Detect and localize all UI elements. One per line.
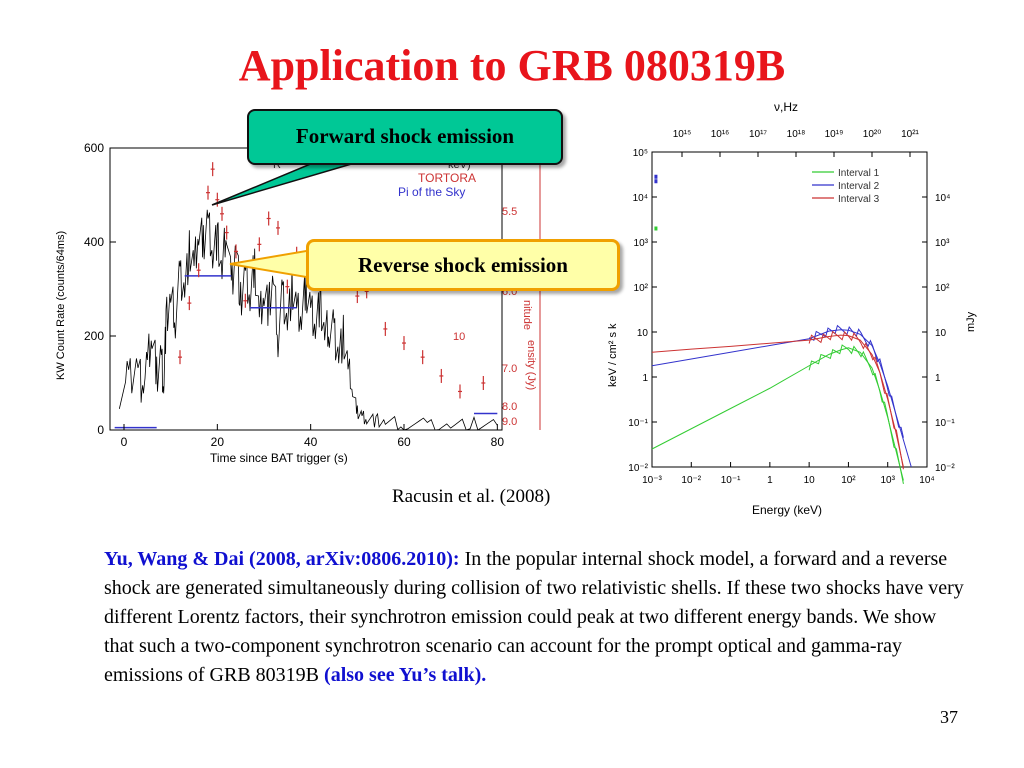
- sed-y-tick-label: 10³: [634, 238, 649, 249]
- sed-series-line: [651, 334, 904, 468]
- body-see-talk: (also see Yu’s talk).: [324, 664, 487, 686]
- sed-plot-frame: [651, 151, 928, 468]
- sed-right-tick-label: 1: [935, 373, 941, 384]
- reverse-shock-callout: Reverse shock emission: [306, 239, 620, 291]
- sed-y-tick-label: 10²: [634, 283, 649, 294]
- sed-optical-point: [654, 179, 658, 184]
- sed-x-tick-label: 10⁻²: [681, 475, 701, 486]
- spectral-energy-chart: ν,Hz 10⁻³ 10⁻² 10⁻¹ 1 10 10² 10³ 10⁴10⁻²10⁻¹110…: [607, 100, 977, 517]
- x-tick-label: 20: [211, 435, 225, 449]
- sed-y-tick-label: 10⁴: [633, 193, 648, 204]
- sed-y-tick-label: 10⁻¹: [628, 418, 648, 429]
- y-tick-label: 0: [97, 423, 104, 437]
- sed-top-tick-label: 10¹⁹: [825, 129, 844, 140]
- body-main-text: In the popular internal shock model, a f…: [104, 548, 964, 686]
- sed-optical-point: [654, 226, 658, 231]
- sed-right-axis-label: mJy: [965, 311, 977, 332]
- y-axis-label: KW Count Rate (counts/64ms): [55, 231, 67, 380]
- sed-x-tick-label: 10: [804, 475, 816, 486]
- x-tick-label: 80: [491, 435, 505, 449]
- sed-top-tick-label: 10²⁰: [863, 129, 881, 140]
- sed-y-tick-label: 1: [642, 373, 648, 384]
- sed-x-axis-label: Energy (keV): [752, 503, 822, 517]
- legend-interval-2: Interval 2: [838, 181, 880, 192]
- x-tick-label: 40: [304, 435, 318, 449]
- forward-shock-callout: Forward shock emission: [247, 109, 563, 165]
- x-axis-label: Time since BAT trigger (s): [210, 451, 348, 465]
- right-mag-tick-label: 5.5: [502, 206, 517, 218]
- sed-right-tick-label: 10⁻²: [935, 463, 955, 474]
- right-mag-tick-label: 8.0: [502, 401, 517, 413]
- sed-y-tick-label: 10⁵: [633, 148, 648, 159]
- slide-title: Application to GRB 080319B: [238, 41, 786, 90]
- right-flux-tick-label: 10: [453, 331, 465, 343]
- sed-right-tick-label: 10⁴: [935, 193, 950, 204]
- y-tick-label: 400: [84, 235, 104, 249]
- sed-legend: Interval 1 Interval 2 Interval 3: [812, 168, 880, 205]
- sed-x-tick-label: 1: [767, 475, 773, 486]
- sed-top-tick-label: 10¹⁷: [749, 129, 767, 140]
- legend-interval-3: Interval 3: [838, 194, 880, 205]
- sed-x-tick-label: 10³: [880, 475, 895, 486]
- page-number: 37: [940, 707, 958, 727]
- sed-y-tick-label: 10⁻²: [628, 463, 648, 474]
- y-tick-label: 200: [84, 329, 104, 343]
- legend-pi-of-the-sky: Pi of the Sky: [398, 185, 465, 199]
- sed-series-data: [808, 344, 904, 484]
- sed-y-axis-label: keV / cm² s k: [607, 323, 619, 387]
- right-axis-label-2: nitude: [521, 300, 533, 330]
- body-author: Yu, Wang & Dai (2008, arXiv:0806.2010):: [104, 548, 460, 570]
- legend-partial-label: R: [273, 159, 281, 171]
- sed-top-tick-label: 10¹⁶: [711, 129, 730, 140]
- sed-right-tick-label: 10³: [935, 238, 950, 249]
- sed-top-tick-label: 10¹⁵: [673, 129, 692, 140]
- sed-optical-point: [654, 174, 658, 179]
- x-tick-label: 0: [121, 435, 128, 449]
- legend-interval-1: Interval 1: [838, 168, 880, 179]
- gamma-light-curve: [118, 209, 498, 431]
- right-mag-tick-label: 9.0: [502, 416, 517, 428]
- sed-y-tick-label: 10: [637, 328, 649, 339]
- x-tick-label: 60: [397, 435, 411, 449]
- citation: Racusin et al. (2008): [392, 486, 551, 507]
- sed-top-tick-label: 10²¹: [901, 129, 919, 140]
- sed-x-tick-label: 10⁻³: [642, 475, 662, 486]
- sed-right-tick-label: 10²: [935, 283, 950, 294]
- legend-tortora: TORTORA: [418, 171, 476, 185]
- y-tick-label: 600: [84, 141, 104, 155]
- sed-right-tick-label: 10⁻¹: [935, 418, 955, 429]
- sed-series-data: [808, 330, 904, 470]
- sed-x-tick-label: 10⁻¹: [721, 475, 741, 486]
- right-mag-tick-label: 7.0: [502, 363, 517, 375]
- sed-right-tick-label: 10: [935, 328, 947, 339]
- sed-top-tick-label: 10¹⁸: [787, 129, 806, 140]
- body-paragraph: Yu, Wang & Dai (2008, arXiv:0806.2010): …: [104, 545, 964, 690]
- right-axis-label: ensity (Jy): [525, 340, 537, 390]
- sed-x-tick-label: 10²: [841, 475, 856, 486]
- sed-x-tick-label: 10⁴: [919, 475, 934, 486]
- sed-series-line: [651, 347, 904, 481]
- top-axis-label: ν,Hz: [774, 100, 798, 114]
